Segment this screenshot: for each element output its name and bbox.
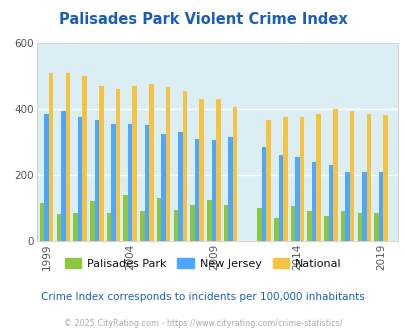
- Bar: [78, 117, 82, 241]
- Bar: [82, 76, 87, 241]
- Bar: [199, 99, 203, 241]
- Bar: [307, 211, 311, 241]
- Bar: [382, 115, 387, 241]
- Bar: [90, 201, 94, 241]
- Bar: [215, 99, 220, 241]
- Bar: [123, 195, 128, 241]
- Bar: [194, 139, 199, 241]
- Bar: [140, 211, 144, 241]
- Bar: [357, 213, 361, 241]
- Bar: [323, 216, 328, 241]
- Bar: [207, 200, 211, 241]
- Bar: [282, 117, 287, 241]
- Bar: [65, 73, 70, 241]
- Bar: [361, 172, 366, 241]
- Bar: [190, 205, 194, 241]
- Bar: [328, 165, 333, 241]
- Bar: [94, 120, 99, 241]
- Bar: [49, 73, 53, 241]
- Bar: [290, 206, 294, 241]
- Bar: [261, 147, 266, 241]
- Bar: [61, 111, 65, 241]
- Bar: [156, 198, 161, 241]
- Bar: [178, 132, 182, 241]
- Bar: [345, 172, 349, 241]
- Legend: Palisades Park, New Jersey, National: Palisades Park, New Jersey, National: [60, 254, 345, 273]
- Bar: [232, 107, 237, 241]
- Bar: [73, 213, 78, 241]
- Bar: [378, 172, 382, 241]
- Bar: [56, 214, 61, 241]
- Bar: [223, 205, 228, 241]
- Bar: [366, 114, 370, 241]
- Bar: [349, 111, 354, 241]
- Bar: [144, 125, 149, 241]
- Bar: [111, 124, 115, 241]
- Bar: [340, 211, 345, 241]
- Bar: [173, 210, 178, 241]
- Bar: [294, 157, 299, 241]
- Bar: [149, 84, 153, 241]
- Bar: [211, 140, 215, 241]
- Bar: [161, 134, 166, 241]
- Bar: [132, 86, 136, 241]
- Bar: [115, 89, 120, 241]
- Text: Palisades Park Violent Crime Index: Palisades Park Violent Crime Index: [58, 12, 347, 26]
- Text: © 2025 CityRating.com - https://www.cityrating.com/crime-statistics/: © 2025 CityRating.com - https://www.city…: [64, 319, 341, 328]
- Bar: [333, 109, 337, 241]
- Bar: [182, 91, 187, 241]
- Bar: [166, 87, 170, 241]
- Bar: [316, 114, 320, 241]
- Bar: [278, 155, 282, 241]
- Bar: [99, 86, 103, 241]
- Bar: [311, 162, 316, 241]
- Bar: [128, 124, 132, 241]
- Bar: [257, 208, 261, 241]
- Bar: [228, 137, 232, 241]
- Bar: [273, 218, 278, 241]
- Bar: [44, 114, 49, 241]
- Bar: [299, 117, 303, 241]
- Text: Crime Index corresponds to incidents per 100,000 inhabitants: Crime Index corresponds to incidents per…: [41, 292, 364, 302]
- Bar: [40, 203, 44, 241]
- Bar: [107, 213, 111, 241]
- Bar: [373, 213, 378, 241]
- Bar: [266, 120, 270, 241]
